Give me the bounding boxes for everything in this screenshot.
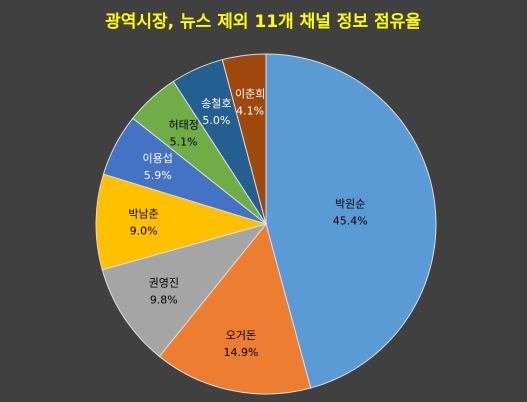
data-label-value: 5.9% — [144, 169, 172, 182]
data-label-value: 5.0% — [202, 114, 230, 127]
pie-slice — [95, 173, 268, 271]
data-label-name: 이용섭 — [143, 152, 173, 165]
data-label-value: 9.0% — [130, 224, 158, 237]
data-label-name: 박남춘 — [128, 207, 158, 220]
data-label-value: 5.1% — [170, 135, 198, 148]
data-label-name: 송철호 — [201, 97, 231, 110]
data-label-name: 허태정 — [168, 118, 198, 131]
pie-slice — [101, 223, 268, 358]
pie-slice — [221, 53, 267, 225]
data-label-name: 권영진 — [149, 276, 179, 289]
data-label-value: 14.9% — [224, 346, 259, 359]
pie-slice — [158, 222, 312, 395]
chart-title: 광역시장, 뉴스 제외 11개 채널 정보 점유율 — [105, 12, 421, 32]
data-label-value: 4.1% — [236, 105, 264, 118]
data-label-name: 오거돈 — [226, 329, 256, 342]
data-label-value: 9.8% — [150, 293, 178, 306]
data-label-value: 45.4% — [333, 215, 368, 228]
data-label-name: 박원순 — [335, 198, 365, 211]
data-label-name: 이춘희 — [235, 88, 265, 101]
pie-slice — [265, 53, 437, 389]
